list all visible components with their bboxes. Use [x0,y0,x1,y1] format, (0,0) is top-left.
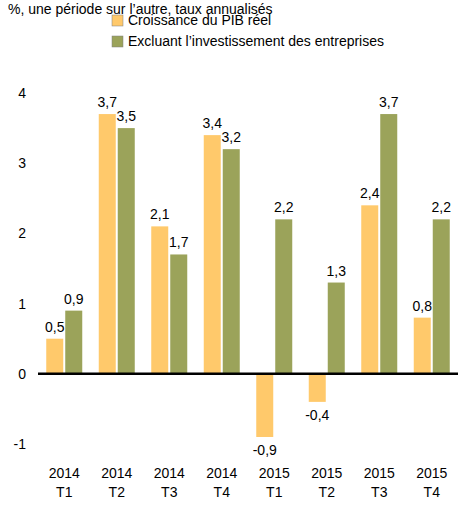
y-tick-label: 2 [18,225,26,241]
y-tick-label: 0 [18,366,26,382]
x-tick-label: 2014T4 [206,465,237,500]
data-label: 3,7 [379,94,399,110]
y-tick [36,233,38,234]
data-label: 1,7 [169,234,189,250]
data-label: 3,2 [222,129,242,145]
bar [46,339,63,374]
bar [380,114,397,374]
chart-container: %, une période sur l’autre, taux annuali… [0,0,470,524]
data-label: 0,9 [64,291,84,307]
y-tick [36,444,38,445]
zero-axis-line [38,373,458,376]
data-label: 3,5 [117,108,137,124]
data-label: 0,5 [45,319,65,335]
legend-label: Excluant l’investissement des entreprise… [128,33,384,49]
y-tick [36,303,38,304]
legend-label: Croissance du PIB réel [128,12,271,28]
data-label: 2,4 [360,185,380,201]
bar [309,374,326,402]
bar [65,311,82,374]
bar [256,374,273,437]
x-tick-label: 2015T3 [364,465,395,500]
bar [223,149,240,374]
bar [275,219,292,373]
data-label: 2,1 [150,206,170,222]
data-label: 2,2 [432,199,452,215]
data-label: 3,7 [98,94,118,110]
bars [46,114,450,437]
data-label: 0,8 [413,298,433,314]
data-label: 3,4 [203,115,223,131]
bar [433,219,450,373]
legend-swatch [112,36,123,47]
x-tick-label: 2015T1 [259,465,290,500]
y-tick-label: 3 [18,155,26,171]
data-label: 1,3 [327,263,347,279]
bar [204,135,221,374]
bar [151,226,168,373]
bar [361,205,378,373]
y-tick [36,373,38,374]
bar [328,283,345,374]
bar [118,128,135,374]
data-label: 2,2 [274,199,294,215]
x-tick-label: 2014T3 [154,465,185,500]
bar [414,318,431,374]
legend-swatch [112,15,123,26]
data-label: -0,4 [305,407,329,423]
bar [99,114,116,374]
data-label: -0,9 [253,442,277,458]
y-tick [36,163,38,164]
y-tick-label: -1 [14,436,27,452]
x-tick-label: 2014T1 [49,465,80,500]
x-tick-label: 2015T2 [311,465,342,500]
x-tick-label: 2015T4 [416,465,447,500]
y-tick-label: 1 [18,296,26,312]
bar [170,254,187,373]
x-tick-label: 2014T2 [101,465,132,500]
chart-svg: %, une période sur l’autre, taux annuali… [0,0,470,524]
y-tick-label: 4 [18,85,26,101]
y-tick [36,93,38,94]
